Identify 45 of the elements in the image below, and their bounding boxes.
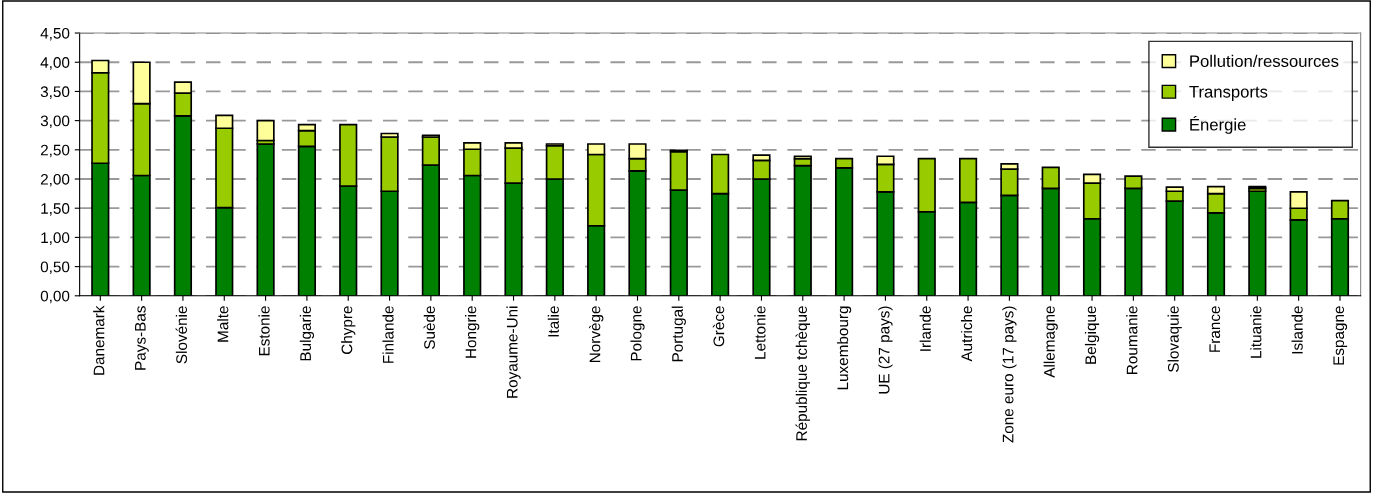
x-tick-label: Slovénie	[175, 306, 188, 364]
y-tick-label: 1,00	[41, 232, 70, 245]
y-tick-label: 0,50	[40, 261, 70, 275]
x-tick-label: UE (27 pays)	[878, 306, 893, 394]
x-tick-label: Royaume-Uni	[506, 306, 521, 398]
x-tick-label: Chypre	[341, 306, 356, 354]
x-tick-label: Hongrie	[465, 306, 480, 358]
x-tick-label: Estonie	[258, 306, 270, 356]
y-tick-label: 0,00	[40, 290, 70, 304]
x-tick-label: Autriche	[960, 306, 973, 362]
x-tick-label: Bulgarie	[299, 306, 315, 361]
x-tick-label: Luxembourg	[836, 306, 852, 390]
x-tick-label: Pologne	[630, 306, 645, 361]
x-tick-label: Lituanie	[1250, 306, 1262, 358]
x-tick-label: Irlande	[919, 306, 931, 351]
y-tick-label: 3,50	[40, 86, 70, 99]
y-tick-label: 3,00	[40, 115, 70, 129]
legend-label: Pollution/ressources	[1190, 54, 1339, 68]
legend-label: Énergie	[1190, 115, 1246, 134]
x-tick-label: France	[1209, 306, 1221, 352]
x-tick-label: Suède	[423, 306, 435, 349]
x-tick-label: Malte	[217, 306, 229, 342]
x-tick-label: Zone euro (17 pays)	[1002, 306, 1017, 443]
x-tick-label: Islande	[1291, 306, 1303, 354]
x-tick-label: Belgique	[1084, 306, 1100, 364]
x-tick-label: Danemark	[93, 305, 105, 375]
y-tick-label: 4,00	[40, 57, 70, 70]
y-tick-label: 1,50	[41, 203, 70, 216]
y-tick-label: 4,50	[40, 27, 70, 41]
x-tick-label: Norvège	[588, 306, 604, 363]
x-tick-label: Slovaquie	[1167, 306, 1182, 372]
x-tick-label: Italie	[547, 306, 559, 337]
x-tick-label: Pays-Bas	[135, 306, 149, 370]
x-tick-label: Lettonie	[754, 306, 766, 359]
x-tick-label: Allemagne	[1043, 306, 1058, 378]
x-tick-label: Espagne	[1333, 306, 1348, 365]
x-tick-label: Roumanie	[1126, 306, 1138, 374]
x-tick-label: République tchèque	[795, 306, 810, 441]
x-tick-label: Grèce	[712, 306, 725, 347]
y-tick-label: 2,00	[40, 173, 70, 187]
bar	[256, 119, 275, 142]
x-tick-label: Finlande	[382, 306, 394, 363]
y-tick-label: 2,50	[40, 144, 70, 158]
legend-label: Transports	[1189, 86, 1268, 101]
x-tick-label: Portugal	[671, 306, 686, 362]
